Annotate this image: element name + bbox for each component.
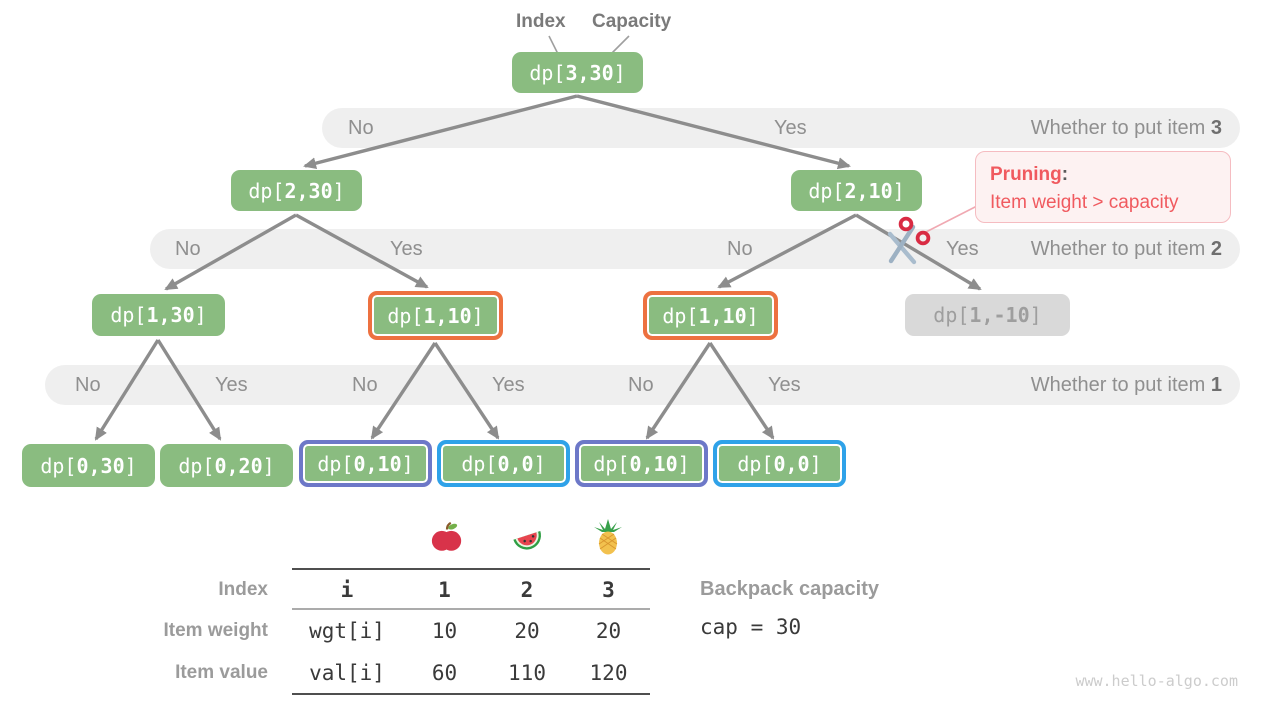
choice-yes: Yes — [768, 374, 801, 396]
tree-node-dp-0-10-right: dp[0,10] — [575, 440, 708, 487]
choice-yes: Yes — [390, 238, 423, 260]
pruning-title: Pruning: — [990, 164, 1069, 185]
choice-yes: Yes — [492, 374, 525, 396]
watermark: www.hello-algo.com — [1075, 672, 1238, 690]
backpack-capacity-value: cap = 30 — [700, 615, 802, 639]
table-rule-top — [292, 568, 650, 570]
decision-band-item-3: No Yes Whether to put item 3 — [322, 108, 1240, 148]
tree-node-dp-1-neg10-pruned: dp[1,-10] — [905, 294, 1070, 336]
tree-node-dp-0-30: dp[0,30] — [22, 444, 155, 487]
band-question: Whether to put item 3 — [1030, 117, 1222, 139]
decision-band-item-1: No Yes No Yes No Yes Whether to put item… — [45, 365, 1240, 405]
table-rule-header — [292, 608, 650, 610]
tree-node-dp-3-30: dp[3,30] — [512, 52, 643, 93]
capacity-pointer-label: Capacity — [592, 11, 672, 32]
tree-node-dp-1-10-left: dp[1,10] — [368, 291, 503, 340]
choice-no: No — [348, 117, 374, 139]
choice-no: No — [175, 238, 201, 260]
backpack-capacity-label: Backpack capacity — [700, 578, 880, 600]
pruning-detail: Item weight > capacity — [990, 191, 1179, 213]
pineapple-icon — [594, 519, 622, 555]
table-rule-bottom — [292, 693, 650, 695]
choice-yes: Yes — [774, 117, 807, 139]
tree-node-dp-1-30: dp[1,30] — [92, 294, 225, 336]
choice-no: No — [628, 374, 654, 396]
band-question: Whether to put item 1 — [1030, 374, 1222, 396]
table-row-weight: wgt[i] 10 20 20 — [309, 619, 622, 643]
tree-node-dp-2-30: dp[2,30] — [231, 170, 362, 211]
table-row-value: val[i] 60 110 120 — [309, 661, 628, 685]
tree-node-dp-2-10: dp[2,10] — [791, 170, 922, 211]
band-question: Whether to put item 2 — [1030, 238, 1222, 260]
table-row-label-item-value: Item value — [175, 662, 268, 683]
pruning-callout: Pruning: Item weight > capacity — [975, 151, 1231, 223]
tree-node-dp-0-0-right: dp[0,0] — [713, 440, 846, 487]
tree-node-dp-0-10-left: dp[0,10] — [299, 440, 432, 487]
choice-no: No — [727, 238, 753, 260]
choice-no: No — [352, 374, 378, 396]
choice-no: No — [75, 374, 101, 396]
tree-node-dp-0-0-left: dp[0,0] — [437, 440, 570, 487]
watermelon-icon — [513, 531, 541, 550]
tree-node-dp-1-10-right: dp[1,10] — [643, 291, 778, 340]
table-header-row: i 1 2 3 — [340, 578, 615, 602]
table-row-label-index: Index — [218, 579, 268, 600]
decision-band-item-2: No Yes No Yes Whether to put item 2 — [150, 229, 1240, 269]
tree-node-dp-0-20: dp[0,20] — [160, 444, 293, 487]
apple-icon — [431, 521, 462, 551]
index-pointer-label: Index — [516, 11, 566, 32]
choice-yes: Yes — [215, 374, 248, 396]
choice-yes: Yes — [946, 238, 979, 260]
table-row-label-item-weight: Item weight — [163, 620, 268, 641]
